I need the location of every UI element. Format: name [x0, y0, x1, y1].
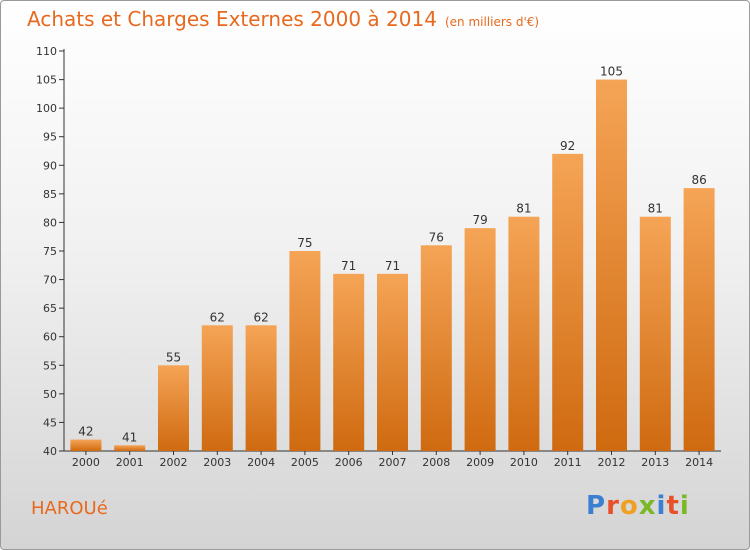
data-label: 71	[385, 259, 400, 273]
data-label: 55	[166, 350, 181, 364]
bar	[639, 216, 671, 451]
data-label: 79	[472, 213, 487, 227]
commune-name: HAROUé	[31, 498, 108, 519]
bar	[245, 325, 277, 451]
bar	[201, 325, 233, 451]
y-tick-label: 40	[43, 445, 57, 458]
logo-letter: r	[606, 491, 620, 521]
x-tick-label: 2003	[203, 456, 231, 469]
x-tick-label: 2010	[510, 456, 538, 469]
bar	[377, 273, 408, 451]
y-tick-label: 100	[36, 102, 57, 115]
chart-title-unit: (en milliers d'€)	[444, 15, 540, 29]
x-tick-label: 2014	[685, 456, 713, 469]
logo-letter: x	[638, 491, 657, 521]
bar	[158, 365, 189, 451]
y-tick-label: 70	[43, 274, 57, 287]
bar	[596, 79, 627, 452]
x-tick-label: 2006	[335, 456, 363, 469]
data-labels: 42 41 55 62 62 75 71 71 76 79 81 92 105 81 86	[78, 65, 706, 445]
chart-title: Achats et Charges Externes 2000 à 2014 (e…	[27, 7, 539, 31]
bar	[289, 251, 321, 451]
data-label: 81	[648, 202, 663, 216]
y-tick-label: 95	[43, 131, 57, 144]
data-label: 62	[210, 310, 225, 324]
x-tick-label: 2008	[422, 456, 450, 469]
y-tick-label: 60	[43, 331, 57, 344]
y-tick-label: 80	[43, 216, 57, 229]
y-tick-label: 50	[43, 388, 57, 401]
data-label: 81	[516, 202, 531, 216]
x-tick-label: 2002	[160, 456, 188, 469]
y-tick-label: 65	[43, 302, 57, 315]
x-tick-label: 2000	[72, 456, 100, 469]
bar-series	[70, 79, 715, 452]
logo-letter: o	[619, 491, 639, 521]
data-label: 42	[78, 425, 93, 439]
data-label: 105	[600, 65, 623, 79]
x-tick-label: 2005	[291, 456, 319, 469]
x-tick-label: 2001	[116, 456, 144, 469]
logo-letter: t	[666, 491, 680, 521]
logo-letter: i	[679, 491, 690, 521]
data-label: 76	[429, 230, 444, 244]
logo-letter: i	[656, 491, 667, 521]
logo-letter: P	[586, 491, 607, 521]
data-label: 62	[253, 310, 268, 324]
x-tick-label: 2004	[247, 456, 275, 469]
data-label: 86	[691, 173, 706, 187]
data-label: 92	[560, 139, 575, 153]
data-label: 75	[297, 236, 312, 250]
x-tick-label: 2011	[554, 456, 582, 469]
bar	[114, 445, 146, 451]
data-label: 71	[341, 259, 356, 273]
bar	[552, 153, 584, 451]
y-tick-label: 110	[36, 45, 57, 58]
x-tick-label: 2012	[598, 456, 626, 469]
y-tick-label: 55	[43, 359, 57, 372]
chart-axes: 40 45 50 55 60 65 70 75 80 85 90 95 100 105 110 2000 200…	[36, 45, 721, 469]
bar	[683, 188, 715, 451]
bar	[508, 216, 540, 451]
bar	[420, 245, 452, 451]
y-tick-label: 45	[43, 416, 57, 429]
x-tick-label: 2009	[466, 456, 494, 469]
bar	[70, 439, 102, 451]
chart-title-main: Achats et Charges Externes 2000 à 2014	[27, 7, 437, 31]
x-tick-label: 2013	[641, 456, 669, 469]
y-tick-label: 85	[43, 188, 57, 201]
y-tick-label: 105	[36, 74, 57, 87]
data-label: 41	[122, 430, 137, 444]
y-tick-label: 75	[43, 245, 57, 258]
bar	[333, 273, 365, 451]
proxiti-logo: Proxiti	[586, 491, 690, 521]
bar	[464, 228, 496, 451]
y-tick-label: 90	[43, 159, 57, 172]
x-tick-label: 2007	[379, 456, 407, 469]
